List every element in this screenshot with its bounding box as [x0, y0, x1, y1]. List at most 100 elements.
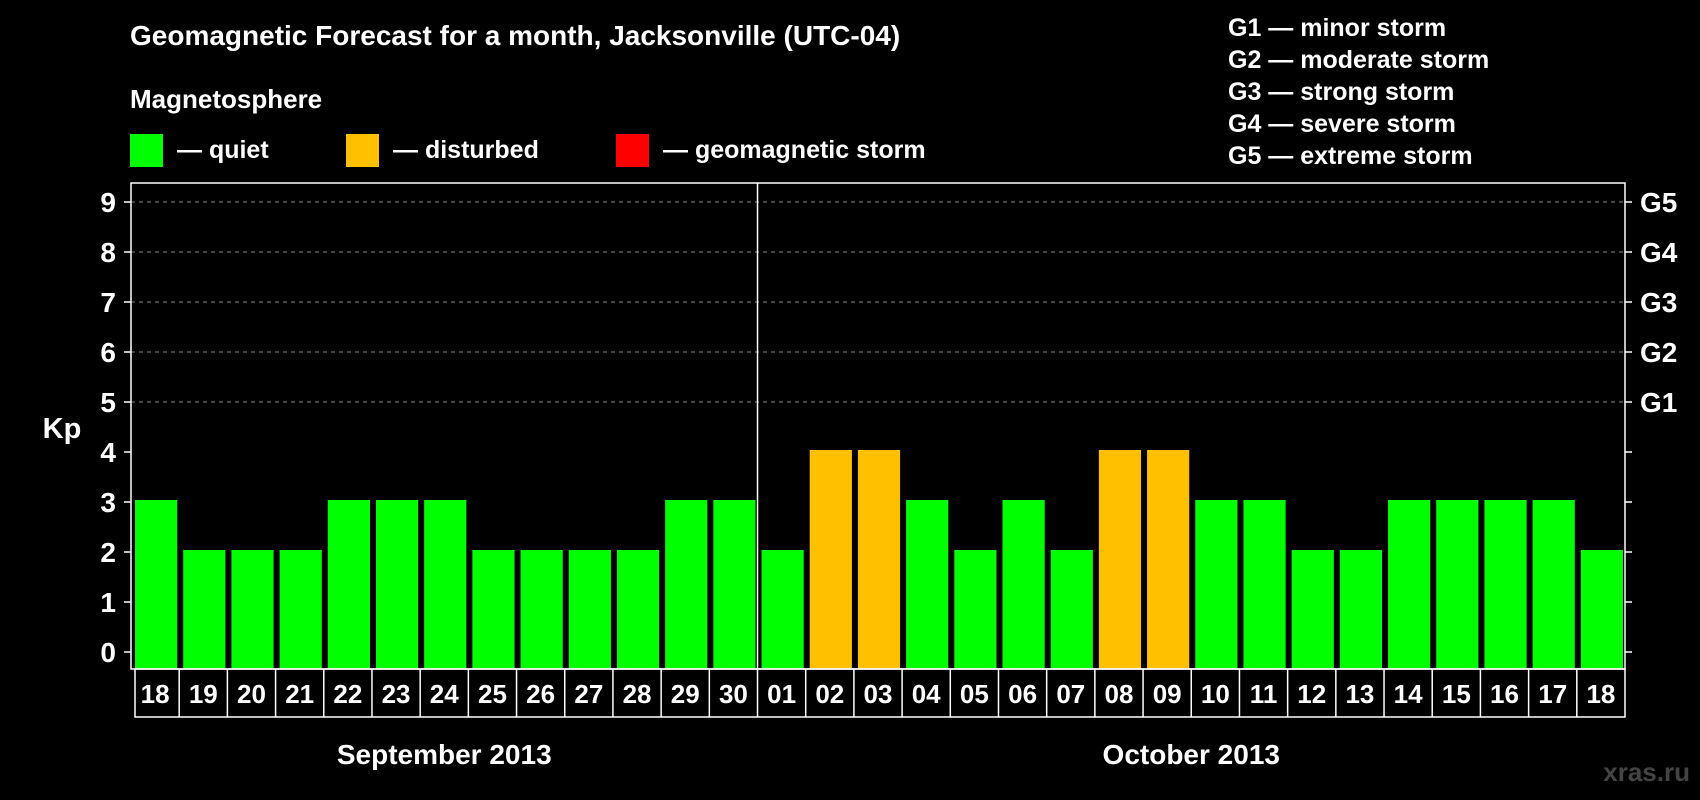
g-scale-label: G1: [1640, 387, 1677, 418]
bar: [279, 550, 322, 669]
bar: [954, 550, 997, 669]
month-label: October 2013: [1103, 739, 1280, 770]
date-label: 16: [1490, 679, 1519, 709]
date-label: 14: [1394, 679, 1423, 709]
g-legend-g1: G1 — minor storm: [1228, 14, 1447, 42]
bar: [183, 550, 226, 669]
legend-swatch-quiet: [130, 134, 163, 167]
date-label: 20: [237, 679, 266, 709]
bar: [472, 550, 515, 669]
y-tick-label: 3: [100, 487, 116, 518]
g-scale-label: G2: [1640, 337, 1677, 368]
chart-title: Geomagnetic Forecast for a month, Jackso…: [130, 20, 901, 51]
legend-label-storm: — geomagnetic storm: [663, 136, 926, 164]
y-tick-label: 4: [100, 437, 116, 468]
y-tick-label: 2: [100, 537, 116, 568]
y-tick-label: 5: [100, 387, 116, 418]
bar: [1388, 500, 1431, 669]
g-legend-g5: G5 — extreme storm: [1228, 142, 1473, 170]
date-label: 08: [1105, 679, 1134, 709]
bar: [1339, 550, 1383, 669]
date-label: 10: [1201, 679, 1230, 709]
bar: [1291, 550, 1334, 669]
date-label: 17: [1538, 679, 1567, 709]
bar: [1147, 450, 1190, 669]
date-label: 27: [574, 679, 603, 709]
date-label: 22: [333, 679, 362, 709]
bar: [1195, 500, 1238, 669]
date-label: 06: [1008, 679, 1037, 709]
y-tick-label: 1: [100, 587, 116, 618]
date-label: 18: [141, 679, 170, 709]
bar: [713, 500, 756, 669]
legend-swatch-disturbed: [346, 134, 379, 167]
legend-item-disturbed: — disturbed: [346, 134, 539, 167]
date-label: 01: [767, 679, 796, 709]
bar: [231, 550, 274, 669]
date-label: 18: [1586, 679, 1615, 709]
bar: [375, 500, 419, 669]
bar: [1243, 500, 1286, 669]
g-scale-label: G5: [1640, 187, 1677, 218]
legend-label-disturbed: — disturbed: [393, 136, 539, 164]
date-label: 30: [719, 679, 748, 709]
legend-item-storm: — geomagnetic storm: [616, 134, 926, 167]
date-label: 07: [1056, 679, 1085, 709]
g-scale-legend: G1 — minor storm G2 — moderate storm G3 …: [1228, 12, 1489, 172]
date-label: 11: [1250, 679, 1278, 709]
g-legend-g4: G4 — severe storm: [1228, 110, 1456, 138]
y-tick-label: 8: [100, 237, 116, 268]
date-label: 13: [1345, 679, 1374, 709]
date-label: 03: [864, 679, 893, 709]
bar: [1532, 500, 1575, 669]
date-label: 12: [1297, 679, 1326, 709]
bar: [1050, 550, 1093, 669]
chart-subtitle: Magnetosphere: [130, 84, 323, 114]
bar: [1436, 500, 1479, 669]
watermark: xras.ru: [1603, 757, 1690, 787]
legend-item-quiet: — quiet: [130, 134, 269, 167]
date-label: 25: [478, 679, 507, 709]
month-label: September 2013: [337, 739, 552, 770]
y-tick-label: 7: [100, 287, 116, 318]
bar: [1098, 450, 1142, 669]
bar: [906, 500, 949, 669]
bar: [520, 550, 563, 669]
date-label: 28: [623, 679, 652, 709]
bar: [1002, 500, 1045, 669]
date-label: 05: [960, 679, 989, 709]
date-label: 24: [430, 679, 459, 709]
date-label: 29: [671, 679, 700, 709]
date-label: 26: [526, 679, 555, 709]
bar: [809, 450, 852, 669]
bar: [1580, 550, 1623, 669]
bar: [1484, 500, 1527, 669]
legend-swatch-storm: [616, 134, 649, 167]
y-tick-label: 6: [100, 337, 116, 368]
g-legend-g3: G3 — strong storm: [1228, 78, 1455, 106]
bar: [761, 550, 804, 669]
date-row-frame: [134, 668, 1626, 718]
g-scale-label: G4: [1640, 237, 1678, 268]
date-label: 02: [815, 679, 844, 709]
date-label: 15: [1442, 679, 1471, 709]
g-legend-g2: G2 — moderate storm: [1228, 46, 1490, 74]
g-scale-label: G3: [1640, 287, 1677, 318]
bar: [568, 550, 611, 669]
legend-label-quiet: — quiet: [177, 136, 269, 164]
bar: [616, 550, 660, 669]
y-tick-label: 9: [100, 187, 116, 218]
y-axis-label: Kp: [43, 413, 82, 445]
date-label: 21: [285, 679, 314, 709]
bar: [327, 500, 370, 669]
bar: [857, 450, 901, 669]
date-label: 09: [1153, 679, 1182, 709]
date-label: 19: [189, 679, 218, 709]
bar: [424, 500, 467, 669]
date-label: 04: [912, 679, 941, 709]
bar: [135, 500, 178, 669]
y-tick-label: 0: [100, 637, 116, 668]
bar: [665, 500, 708, 669]
date-label: 23: [382, 679, 411, 709]
